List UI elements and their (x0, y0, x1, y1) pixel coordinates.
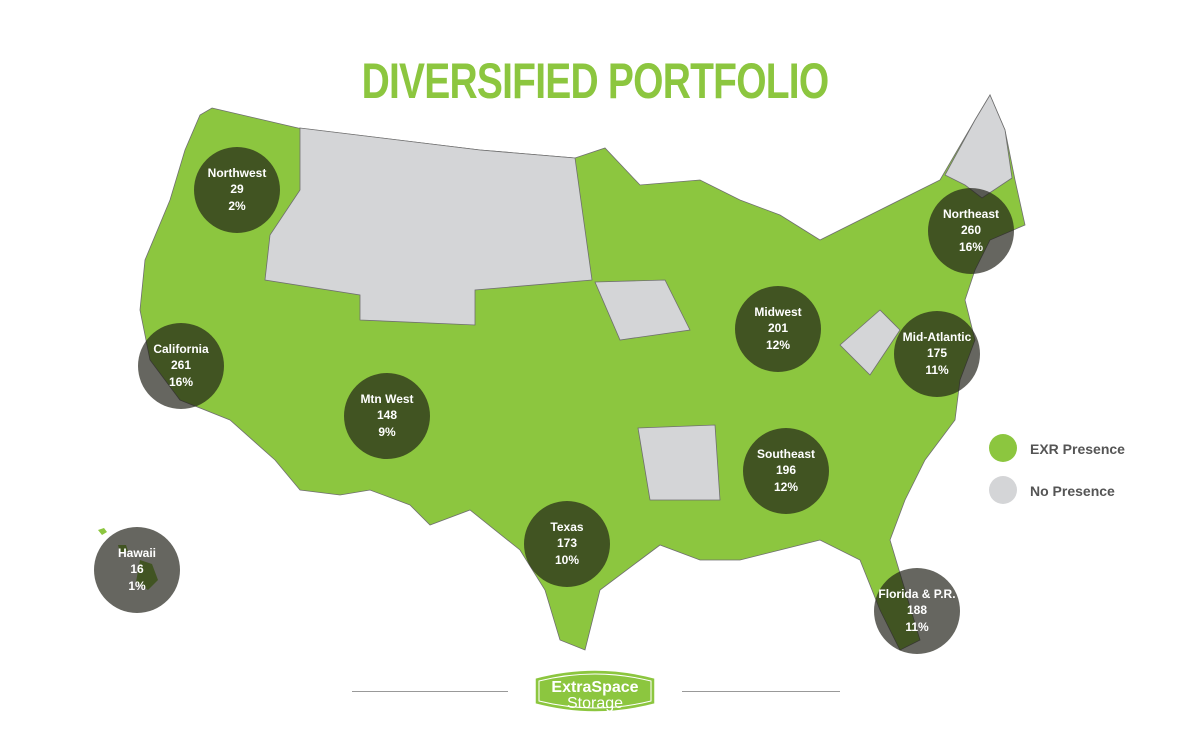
region-marker-mid-atlantic: Mid-Atlantic 175 11% (894, 311, 980, 397)
region-circle (735, 286, 821, 372)
region-circle (138, 323, 224, 409)
region-circle (874, 568, 960, 654)
region-percent: 1% (128, 579, 146, 593)
region-name: Florida & P.R. (878, 587, 955, 601)
divider-left (352, 691, 508, 692)
legend-label-presence: EXR Presence (1030, 441, 1125, 457)
svg-text:ExtraSpace: ExtraSpace (551, 679, 638, 696)
page-title: DIVERSIFIED PORTFOLIO (361, 53, 830, 109)
region-circle (524, 501, 610, 587)
svg-text:Storage: Storage (567, 695, 623, 712)
region-percent: 11% (905, 620, 929, 634)
no-presence-iowa (594, 279, 691, 341)
region-count: 16 (130, 562, 144, 576)
region-marker-midwest: Midwest 201 12% (735, 286, 821, 372)
region-count: 175 (927, 346, 947, 360)
region-percent: 12% (766, 338, 790, 352)
no-presence-west-virginia (839, 309, 901, 376)
region-count: 29 (230, 182, 244, 196)
region-name: Northeast (943, 207, 999, 221)
region-count: 201 (768, 321, 788, 335)
region-percent: 16% (169, 375, 193, 389)
divider-right (682, 691, 840, 692)
region-marker-texas: Texas 173 10% (524, 501, 610, 587)
region-marker-hawaii: Hawaii 16 1% (94, 527, 180, 613)
region-percent: 10% (555, 553, 579, 567)
region-count: 188 (907, 603, 927, 617)
legend-swatch-presence (989, 434, 1017, 462)
region-circle (894, 311, 980, 397)
extraspace-logo: ExtraSpace Storage (534, 669, 656, 713)
no-presence-new-england (944, 94, 1013, 199)
region-circle (743, 428, 829, 514)
region-percent: 12% (774, 480, 798, 494)
no-presence-arkansas (637, 424, 721, 501)
region-circle (194, 147, 280, 233)
region-name: Texas (550, 520, 583, 534)
region-count: 148 (377, 408, 397, 422)
region-name: Mid-Atlantic (903, 330, 972, 344)
region-marker-mtn-west: Mtn West 148 9% (344, 373, 430, 459)
region-name: Southeast (757, 447, 815, 461)
region-circle (94, 527, 180, 613)
no-presence-northern-plains (264, 127, 593, 326)
region-percent: 16% (959, 240, 983, 254)
region-count: 261 (171, 358, 191, 372)
region-name: California (153, 342, 209, 356)
region-marker-northwest: Northwest 29 2% (194, 147, 280, 233)
region-marker-southeast: Southeast 196 12% (743, 428, 829, 514)
region-marker-california: California 261 16% (138, 323, 224, 409)
region-percent: 9% (378, 425, 396, 439)
region-name: Hawaii (118, 546, 156, 560)
region-name: Midwest (754, 305, 801, 319)
region-name: Mtn West (360, 392, 413, 406)
region-name: Northwest (208, 166, 267, 180)
region-count: 173 (557, 536, 577, 550)
region-marker-northeast: Northeast 260 16% (928, 188, 1014, 274)
region-circle (928, 188, 1014, 274)
region-count: 196 (776, 463, 796, 477)
legend-label-no-presence: No Presence (1030, 483, 1115, 499)
legend-swatch-no-presence (989, 476, 1017, 504)
region-count: 260 (961, 223, 981, 237)
region-percent: 2% (228, 199, 246, 213)
region-percent: 11% (925, 363, 949, 377)
region-circle (344, 373, 430, 459)
region-marker-florida-p-r: Florida & P.R. 188 11% (874, 568, 960, 654)
